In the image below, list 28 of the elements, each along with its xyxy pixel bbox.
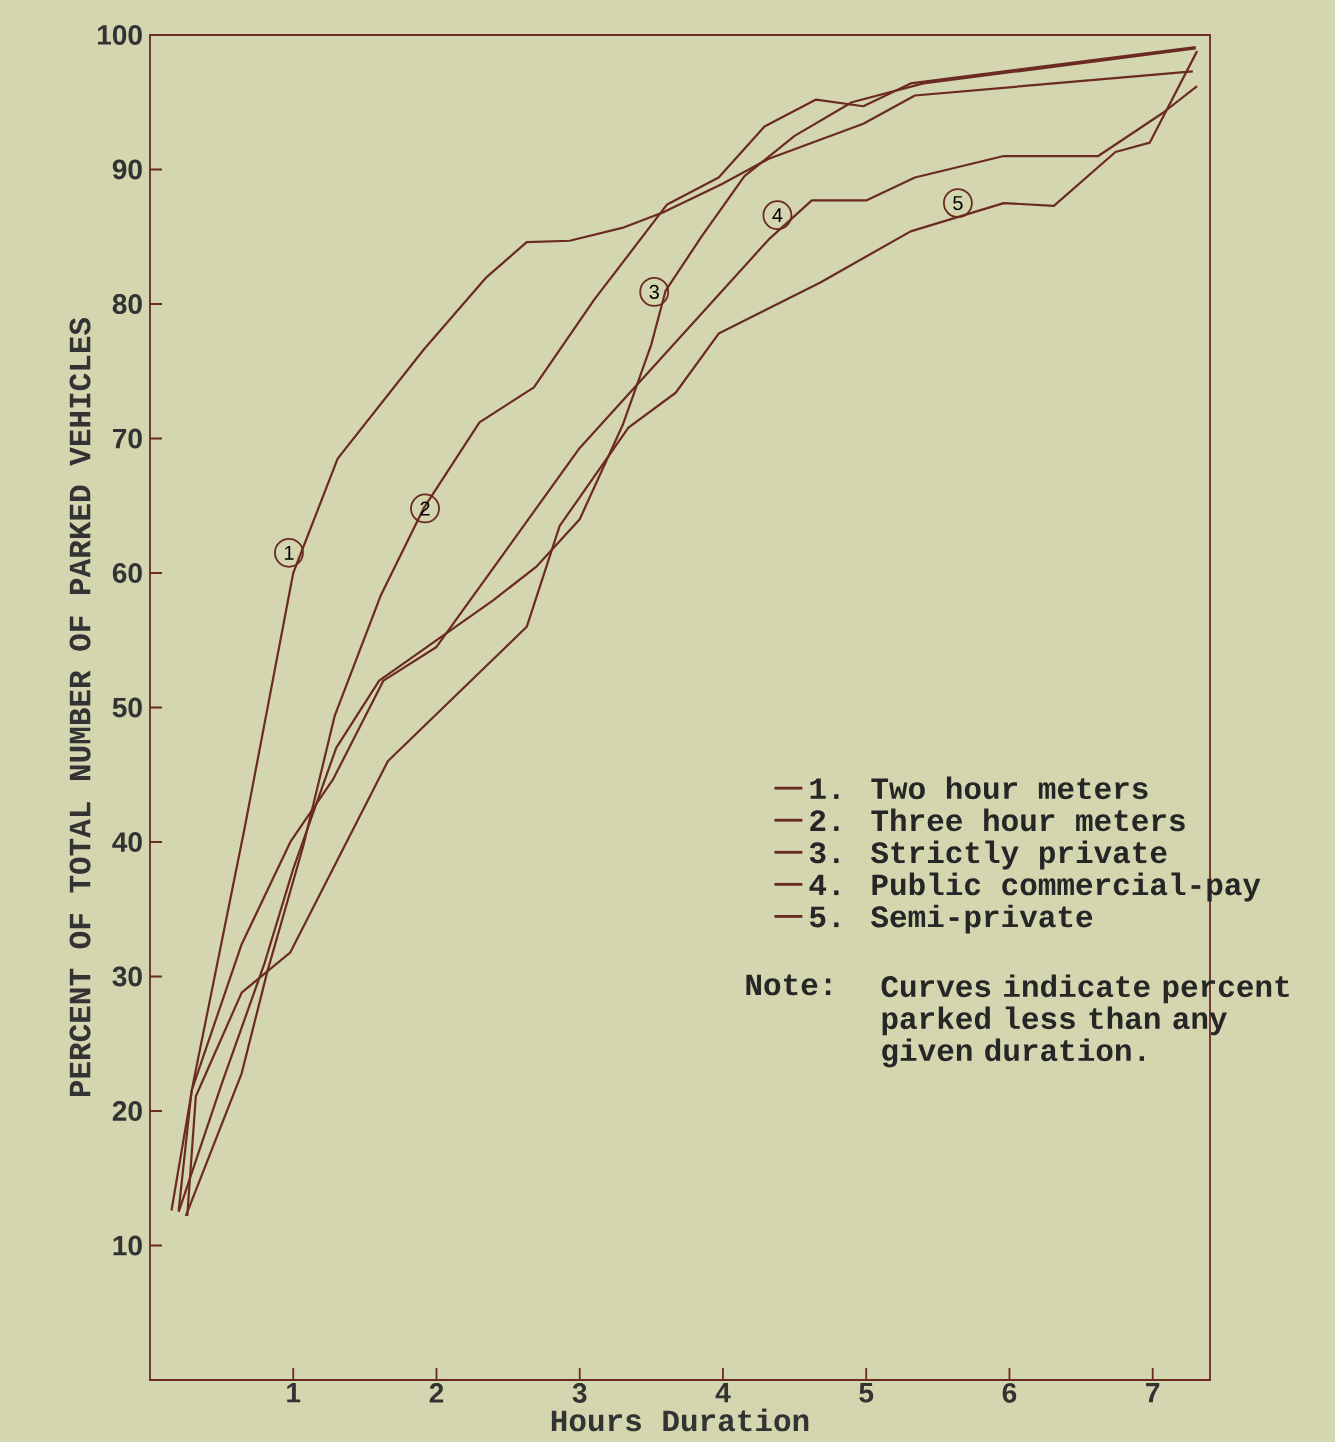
x-tick-label: 4 [715, 1383, 731, 1403]
y-tick-label: 30 [112, 966, 142, 987]
y-tick-label: 80 [112, 294, 142, 314]
y-tick-label: 40 [112, 832, 142, 852]
y-tick-label: 20 [112, 1101, 142, 1121]
annotation: 4 [772, 208, 783, 223]
y-axis-title: PERCENT OF TOTAL NUMBER OF PARKED VEHICLES [69, 317, 91, 1097]
legend-label: 1. Two hour meters [810, 776, 1148, 800]
y-tick-label: 70 [113, 428, 142, 449]
legend-label: 2. Three hour meters [810, 808, 1185, 832]
x-tick-label: 6 [1002, 1383, 1017, 1403]
x-tick-label: 3 [572, 1383, 587, 1403]
annotation: 5 [953, 196, 963, 211]
annotation: 1 [284, 545, 294, 560]
x-axis-title: Hours Duration [551, 1408, 809, 1432]
legend-label: 5. Semi-private [809, 904, 1093, 934]
annotation: Note: [746, 974, 831, 996]
y-tick-label: 50 [112, 697, 142, 718]
y-tick-label: 90 [112, 159, 142, 180]
x-tick-label: 1 [287, 1383, 301, 1403]
y-tick-label: 100 [97, 25, 142, 45]
annotation: 3 [649, 284, 659, 299]
y-tick-label: 10 [113, 1235, 142, 1256]
x-tick-label: 5 [859, 1383, 874, 1403]
legend-label: 3. Strictly private [809, 840, 1167, 870]
y-tick-label: 60 [112, 563, 142, 583]
x-tick-label: 7 [1146, 1383, 1160, 1403]
x-tick-label: 2 [429, 1383, 444, 1403]
